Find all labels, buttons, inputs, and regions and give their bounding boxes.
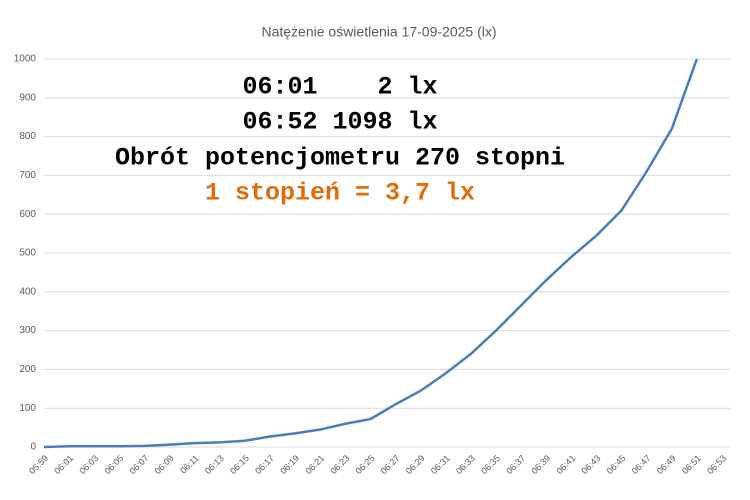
x-tick-label: 06:05 bbox=[102, 453, 125, 476]
y-tick-label: 800 bbox=[19, 131, 36, 142]
y-tick-label: 500 bbox=[19, 248, 36, 259]
annotation: 1 stopień = 3,7 lx bbox=[205, 179, 475, 208]
y-tick-label: 200 bbox=[19, 364, 36, 375]
x-tick-label: 06:17 bbox=[253, 453, 276, 476]
y-tick-label: 300 bbox=[19, 325, 36, 336]
x-tick-label: 06:07 bbox=[128, 453, 151, 476]
x-tick-label: 06:29 bbox=[404, 453, 427, 476]
y-tick-label: 400 bbox=[19, 286, 36, 297]
x-tick-label: 06:25 bbox=[354, 453, 377, 476]
x-tick-label: 06:43 bbox=[580, 453, 603, 476]
x-tick-label: 06:53 bbox=[705, 453, 728, 476]
x-tick-label: 06:49 bbox=[655, 453, 678, 476]
x-tick-label: 06:03 bbox=[77, 453, 100, 476]
x-tick-label: 06:09 bbox=[153, 453, 176, 476]
annotation: 06:52 1098 lx bbox=[242, 108, 437, 137]
x-tick-label: 06:45 bbox=[605, 453, 628, 476]
annotation: Obrót potencjometru 270 stopni bbox=[115, 144, 565, 173]
y-tick-label: 700 bbox=[19, 170, 36, 181]
x-tick-label: 06:23 bbox=[328, 453, 351, 476]
x-tick-label: 06:19 bbox=[278, 453, 301, 476]
y-tick-label: 1000 bbox=[14, 54, 37, 65]
x-tick-label: 06:51 bbox=[680, 453, 703, 476]
data-line bbox=[43, 59, 699, 449]
y-tick-label: 900 bbox=[19, 92, 36, 103]
x-tick-label: 06:37 bbox=[504, 453, 527, 476]
x-tick-label: 06:35 bbox=[479, 453, 502, 476]
x-tick-label: 06:01 bbox=[52, 453, 75, 476]
x-tick-label: 06:41 bbox=[554, 453, 577, 476]
x-tick-label: 06:13 bbox=[203, 453, 226, 476]
y-tick-label: 600 bbox=[19, 209, 36, 220]
x-tick-label: 06:33 bbox=[454, 453, 477, 476]
x-tick-label: 06:47 bbox=[630, 453, 653, 476]
x-tick-label: 06:11 bbox=[178, 453, 201, 476]
annotation: 06:01 2 lx bbox=[242, 73, 437, 102]
y-tick-label: 0 bbox=[30, 442, 36, 453]
x-tick-label: 06:31 bbox=[429, 453, 452, 476]
x-tick-label: 06:15 bbox=[228, 453, 251, 476]
chart-title: Natężenie oświetlenia 17-09-2025 (lx) bbox=[261, 24, 496, 40]
x-tick-label: 06:21 bbox=[303, 453, 326, 476]
x-tick-label: 05:59 bbox=[27, 453, 50, 476]
x-tick-label: 06:39 bbox=[529, 453, 552, 476]
x-tick-label: 06:27 bbox=[379, 453, 402, 476]
y-tick-label: 100 bbox=[19, 403, 36, 414]
